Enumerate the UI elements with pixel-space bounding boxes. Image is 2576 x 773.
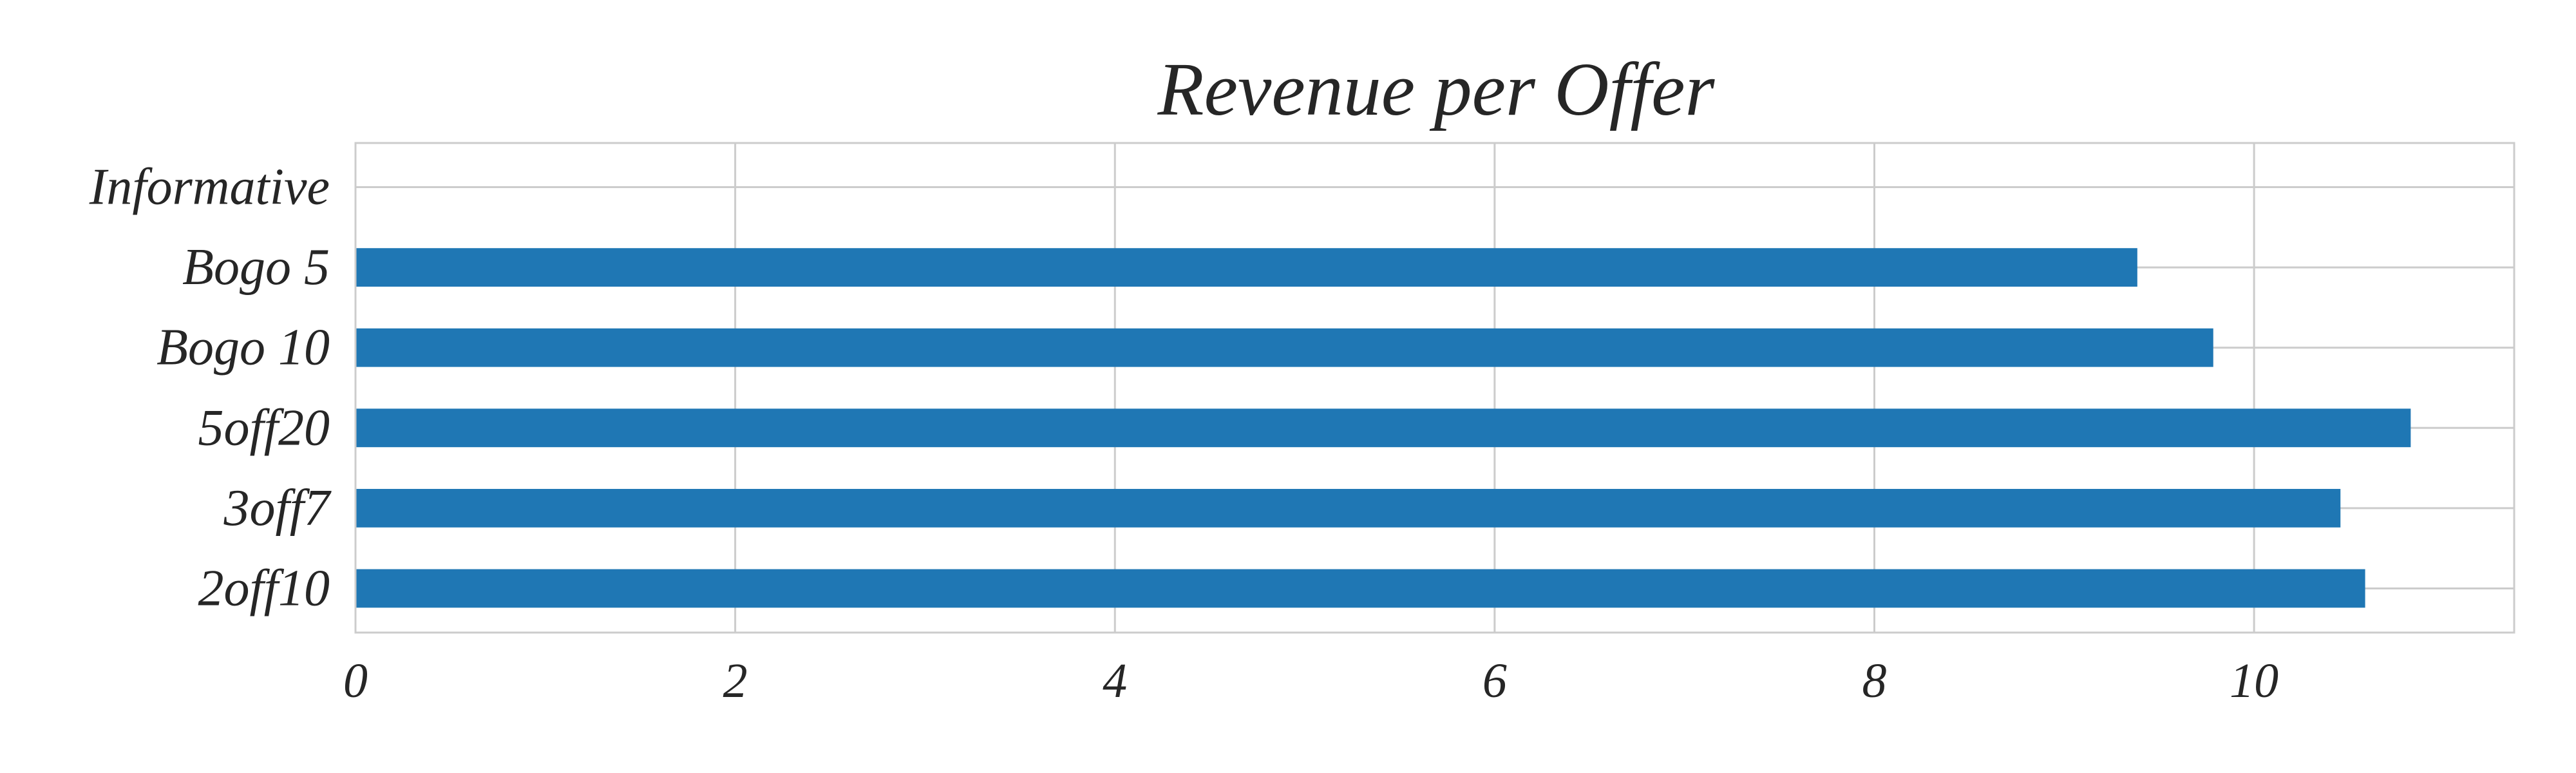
y-tick-label: Informative xyxy=(89,159,330,216)
plot-frame xyxy=(354,142,2515,634)
y-tick-label: 2off10 xyxy=(198,560,330,616)
bar xyxy=(356,408,2411,448)
x-tick-label: 2 xyxy=(723,654,748,708)
y-tick-label: Bogo 5 xyxy=(182,239,330,296)
y-tick-label: 5off20 xyxy=(198,399,330,456)
x-tick-label: 4 xyxy=(1103,654,1127,708)
y-tick-labels: 2off10 3off7 5off20 Bogo 10 Bogo 5 Informativ… xyxy=(89,159,332,617)
y-tick-label: 3off7 xyxy=(223,480,332,537)
bar xyxy=(356,248,2137,287)
bars-layer xyxy=(356,248,2411,608)
x-tick-label: 6 xyxy=(1482,654,1507,708)
y-tick-label: Bogo 10 xyxy=(156,320,330,376)
x-tick-label: 10 xyxy=(2230,654,2278,708)
bar xyxy=(356,569,2365,608)
x-tick-labels: 0 2 4 6 8 10 xyxy=(343,654,2278,708)
bar xyxy=(356,328,2213,367)
x-tick-label: 8 xyxy=(1862,654,1886,708)
x-tick-label: 0 xyxy=(343,654,368,708)
grid-layer xyxy=(354,143,2514,633)
bar xyxy=(356,488,2341,528)
chart-title: Revenue per Offer xyxy=(1157,47,1716,131)
